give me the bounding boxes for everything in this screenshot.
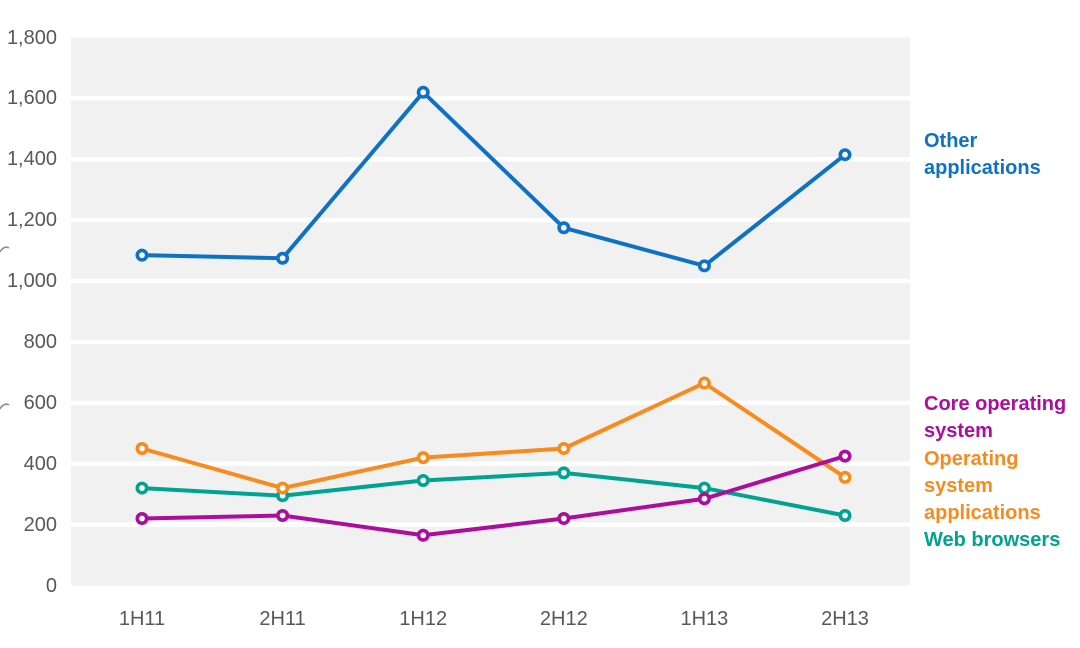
x-tick-label-2H11: 2H11	[259, 608, 306, 630]
legend-label-line: Operating	[924, 448, 1019, 470]
data-point-other-applications-1H13	[697, 259, 711, 273]
data-point-other-applications-2H11	[276, 251, 290, 265]
data-point-web-browsers-2H13	[838, 508, 852, 522]
x-tick-label-1H12: 1H12	[399, 608, 448, 630]
data-point-core-operating-system-2H12	[557, 512, 571, 526]
cropped-axis-title-fragment	[0, 403, 10, 410]
y-tick-label-1400: 1,400	[6, 148, 57, 171]
data-point-operating-system-applications-1H12	[416, 451, 430, 465]
data-point-core-operating-system-1H11	[135, 512, 149, 526]
legend-label-line: Web browsers	[924, 529, 1061, 551]
data-point-web-browsers-1H12	[416, 473, 430, 487]
data-point-operating-system-applications-2H12	[557, 441, 571, 455]
data-point-web-browsers-1H11	[135, 481, 149, 495]
data-point-core-operating-system-2H11	[276, 508, 290, 522]
data-point-core-operating-system-1H13	[697, 492, 711, 506]
data-point-other-applications-1H11	[135, 248, 149, 262]
series-line-other-applications	[140, 89, 847, 269]
legend-label-operating-system-applications: Operating system applications	[924, 446, 1080, 527]
y-tick-label-400: 400	[23, 452, 57, 475]
data-point-web-browsers-1H13	[697, 481, 711, 495]
legend-label-other-applications: Other applications	[924, 128, 1080, 182]
data-point-other-applications-2H12	[557, 221, 571, 235]
legend-label-line: applications	[924, 157, 1041, 179]
y-tick-label-1800: 1,800	[6, 26, 57, 49]
y-tick-label-1200: 1,200	[6, 209, 57, 232]
legend-label-web-browsers: Web browsers	[924, 527, 1080, 554]
y-tick-label-800: 800	[23, 330, 57, 353]
data-point-web-browsers-2H12	[557, 466, 571, 480]
y-tick-label-0: 0	[45, 574, 57, 597]
y-tick-label-200: 200	[23, 513, 57, 536]
series-line-core-operating-system	[140, 454, 847, 538]
x-tick-label-2H13: 2H13	[821, 608, 869, 630]
legend-label-line: system	[924, 475, 993, 497]
x-tick-label-1H13: 1H13	[680, 608, 729, 630]
data-point-operating-system-applications-2H11	[276, 481, 290, 495]
cropped-axis-title-fragment	[0, 246, 10, 253]
plot-area	[71, 37, 910, 586]
data-point-other-applications-1H12	[416, 85, 430, 99]
legend-label-line: Core operating	[924, 393, 1067, 415]
y-tick-label-600: 600	[23, 391, 57, 414]
x-tick-label-1H11: 1H11	[118, 608, 166, 630]
legend-label-line: applications	[924, 502, 1041, 524]
legend-label-core-operating-system: Core operating system	[924, 391, 1080, 445]
data-point-operating-system-applications-1H13	[697, 376, 711, 390]
series-line-operating-system-applications	[140, 380, 847, 491]
y-tick-label-1000: 1,000	[6, 270, 57, 293]
data-point-other-applications-2H13	[838, 148, 852, 162]
x-tick-label-2H12: 2H12	[539, 608, 588, 630]
legend-label-line: system	[924, 420, 993, 442]
data-point-core-operating-system-1H12	[416, 528, 430, 542]
data-point-operating-system-applications-2H13	[838, 470, 852, 484]
legend-label-line: Other	[924, 130, 978, 152]
data-point-operating-system-applications-1H11	[135, 441, 149, 455]
data-point-core-operating-system-2H13	[838, 449, 852, 463]
y-tick-label-1600: 1,600	[6, 87, 57, 110]
